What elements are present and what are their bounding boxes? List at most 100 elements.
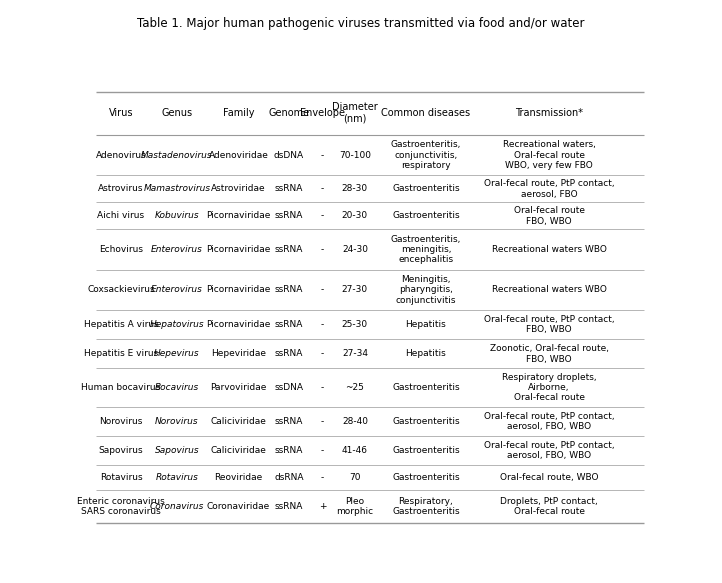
Text: Adenovirus: Adenovirus: [95, 151, 147, 160]
Text: Oral-fecal route, PtP contact,
FBO, WBO: Oral-fecal route, PtP contact, FBO, WBO: [484, 315, 614, 335]
Text: -: -: [321, 383, 324, 392]
Text: Gastroenteritis,
meningitis,
encephalitis: Gastroenteritis, meningitis, encephaliti…: [391, 234, 461, 265]
Text: Hepeviridae: Hepeviridae: [211, 349, 266, 359]
Text: Astrovirus: Astrovirus: [98, 184, 144, 194]
Text: Gastroenteritis: Gastroenteritis: [392, 417, 460, 426]
Text: 24-30: 24-30: [342, 245, 368, 254]
Text: -: -: [321, 473, 324, 482]
Text: Recreational waters WBO: Recreational waters WBO: [492, 286, 606, 294]
Text: ssRNA: ssRNA: [274, 446, 303, 455]
Text: Hepevirus: Hepevirus: [155, 349, 200, 359]
Text: Enterovirus: Enterovirus: [151, 245, 203, 254]
Text: Kobuvirus: Kobuvirus: [155, 212, 199, 220]
Text: Picornaviridae: Picornaviridae: [206, 245, 271, 254]
Text: Norovirus: Norovirus: [155, 417, 199, 426]
Text: Oral-fecal route
FBO, WBO: Oral-fecal route FBO, WBO: [513, 206, 585, 226]
Text: 70: 70: [349, 473, 361, 482]
Text: Enterovirus: Enterovirus: [151, 286, 203, 294]
Text: Respiratory droplets,
Airborne,
Oral-fecal route: Respiratory droplets, Airborne, Oral-fec…: [502, 373, 596, 402]
Text: Oral-fecal route, WBO: Oral-fecal route, WBO: [500, 473, 599, 482]
Text: ~25: ~25: [346, 383, 365, 392]
Text: Coronavirus: Coronavirus: [149, 502, 204, 511]
Text: 27-30: 27-30: [342, 286, 368, 294]
Text: Gastroenteritis: Gastroenteritis: [392, 473, 460, 482]
Text: -: -: [321, 446, 324, 455]
Text: Hepatitis E virus: Hepatitis E virus: [84, 349, 158, 359]
Text: ssRNA: ssRNA: [274, 212, 303, 220]
Text: Droplets, PtP contact,
Oral-fecal route: Droplets, PtP contact, Oral-fecal route: [500, 497, 598, 516]
Text: Table 1. Major human pathogenic viruses transmitted via food and/or water: Table 1. Major human pathogenic viruses …: [137, 17, 585, 30]
Text: Gastroenteritis,
conjunctivitis,
respiratory: Gastroenteritis, conjunctivitis, respira…: [391, 141, 461, 170]
Text: Hepatovirus: Hepatovirus: [149, 320, 204, 329]
Text: Oral-fecal route, PtP contact,
aerosol, FBO, WBO: Oral-fecal route, PtP contact, aerosol, …: [484, 412, 614, 431]
Text: Diameter
(nm): Diameter (nm): [332, 102, 378, 124]
Text: Reoviridae: Reoviridae: [214, 473, 263, 482]
Text: ssRNA: ssRNA: [274, 320, 303, 329]
Text: ssRNA: ssRNA: [274, 417, 303, 426]
Text: Picornaviridae: Picornaviridae: [206, 212, 271, 220]
Text: dsRNA: dsRNA: [274, 473, 304, 482]
Text: -: -: [321, 320, 324, 329]
Text: Echovirus: Echovirus: [99, 245, 143, 254]
Text: -: -: [321, 184, 324, 194]
Text: Caliciviridae: Caliciviridae: [211, 446, 266, 455]
Text: 25-30: 25-30: [342, 320, 368, 329]
Text: -: -: [321, 349, 324, 359]
Text: Mastadenovirus: Mastadenovirus: [142, 151, 213, 160]
Text: Oral-fecal route, PtP contact,
aerosol, FBO, WBO: Oral-fecal route, PtP contact, aerosol, …: [484, 441, 614, 460]
Text: 27-34: 27-34: [342, 349, 368, 359]
Text: -: -: [321, 417, 324, 426]
Text: Rotavirus: Rotavirus: [100, 473, 142, 482]
Text: Caliciviridae: Caliciviridae: [211, 417, 266, 426]
Text: Common diseases: Common diseases: [381, 108, 471, 118]
Text: 41-46: 41-46: [342, 446, 368, 455]
Text: Gastroenteritis: Gastroenteritis: [392, 383, 460, 392]
Text: Bocavirus: Bocavirus: [155, 383, 199, 392]
Text: 70-100: 70-100: [339, 151, 371, 160]
Text: Hepatitis: Hepatitis: [406, 349, 446, 359]
Text: Coronaviridae: Coronaviridae: [207, 502, 270, 511]
Text: Hepatitis A virus: Hepatitis A virus: [84, 320, 158, 329]
Text: -: -: [321, 151, 324, 160]
Text: Enteric coronavirus
SARS coronavirus: Enteric coronavirus SARS coronavirus: [77, 497, 165, 516]
Text: +: +: [318, 502, 326, 511]
Text: Oral-fecal route, PtP contact,
aerosol, FBO: Oral-fecal route, PtP contact, aerosol, …: [484, 179, 614, 199]
Text: -: -: [321, 245, 324, 254]
Text: Aichi virus: Aichi virus: [97, 212, 144, 220]
Text: Genome: Genome: [269, 108, 310, 118]
Text: Sapovirus: Sapovirus: [99, 446, 144, 455]
Text: Norovirus: Norovirus: [100, 417, 143, 426]
Text: ssRNA: ssRNA: [274, 502, 303, 511]
Text: Pleo
morphic: Pleo morphic: [336, 497, 373, 516]
Text: Mamastrovirus: Mamastrovirus: [144, 184, 211, 194]
Text: Astroviridae: Astroviridae: [212, 184, 266, 194]
Text: Zoonotic, Oral-fecal route,
FBO, WBO: Zoonotic, Oral-fecal route, FBO, WBO: [490, 344, 609, 364]
Text: Rotavirus: Rotavirus: [155, 473, 199, 482]
Text: 28-30: 28-30: [342, 184, 368, 194]
Text: Gastroenteritis: Gastroenteritis: [392, 184, 460, 194]
Text: Recreational waters,
Oral-fecal route
WBO, very few FBO: Recreational waters, Oral-fecal route WB…: [503, 141, 596, 170]
Text: Adenoviridae: Adenoviridae: [209, 151, 269, 160]
Text: Recreational waters WBO: Recreational waters WBO: [492, 245, 606, 254]
Text: -: -: [321, 212, 324, 220]
Text: Envelope: Envelope: [300, 108, 345, 118]
Text: ssRNA: ssRNA: [274, 245, 303, 254]
Text: -: -: [321, 286, 324, 294]
Text: Picornaviridae: Picornaviridae: [206, 286, 271, 294]
Text: ssRNA: ssRNA: [274, 349, 303, 359]
Text: Meningitis,
pharyngitis,
conjunctivitis: Meningitis, pharyngitis, conjunctivitis: [396, 275, 456, 305]
Text: Hepatitis: Hepatitis: [406, 320, 446, 329]
Text: 20-30: 20-30: [342, 212, 368, 220]
Text: Family: Family: [223, 108, 254, 118]
Text: Coxsackievirus: Coxsackievirus: [87, 286, 155, 294]
Text: ssRNA: ssRNA: [274, 286, 303, 294]
Text: ssRNA: ssRNA: [274, 184, 303, 194]
Text: Virus: Virus: [109, 108, 134, 118]
Text: Picornaviridae: Picornaviridae: [206, 320, 271, 329]
Text: ssDNA: ssDNA: [274, 383, 303, 392]
Text: 28-40: 28-40: [342, 417, 368, 426]
Text: Genus: Genus: [162, 108, 193, 118]
Text: Respiratory,
Gastroenteritis: Respiratory, Gastroenteritis: [392, 497, 460, 516]
Text: Gastroenteritis: Gastroenteritis: [392, 446, 460, 455]
Text: Human bocavirus: Human bocavirus: [82, 383, 161, 392]
